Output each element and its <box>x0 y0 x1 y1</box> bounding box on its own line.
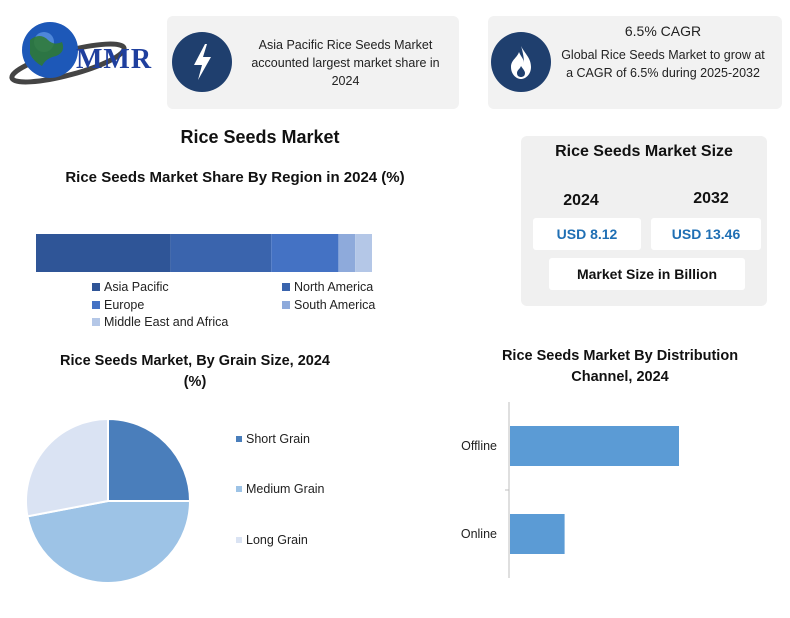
pie-slice-long-grain <box>25 417 109 518</box>
legend-label: Middle East and Africa <box>104 315 229 329</box>
info-card-cagr-text: Global Rice Seeds Market to grow at a CA… <box>561 48 765 80</box>
legend-europe: Europe <box>92 298 144 312</box>
channel-bar-online <box>510 514 565 554</box>
legend-swatch <box>282 282 290 291</box>
tick-label-online: Online <box>461 527 497 541</box>
legend-asia-pacific: Asia Pacific <box>92 280 169 294</box>
region-bar-north-america <box>170 234 272 272</box>
legend-medium-grain: Medium Grain <box>236 482 325 496</box>
region-bar-europe <box>271 234 339 272</box>
main-title: Rice Seeds Market <box>180 127 340 147</box>
market-size-2032: USD 13.46 <box>651 218 761 250</box>
region-stacked-bar-chart <box>36 234 372 272</box>
legend-swatch <box>236 485 242 492</box>
flame-icon-circle <box>491 32 551 92</box>
tick-label-offline: Offline <box>461 439 497 453</box>
year-2024: 2024 <box>563 192 599 209</box>
grain-size-pie-chart <box>25 417 192 584</box>
flame-icon <box>511 46 531 79</box>
legend-swatch <box>236 435 242 442</box>
region-chart-title: Rice Seeds Market Share By Region in 202… <box>65 169 405 186</box>
lightning-icon <box>194 44 211 80</box>
legend-south-america: South America <box>282 298 375 312</box>
year-2032: 2032 <box>693 190 729 207</box>
legend-swatch <box>92 282 100 291</box>
region-bar-south-america <box>338 234 356 272</box>
market-size-panel: Rice Seeds Market Size 2024 2032 USD 8.1… <box>521 136 767 306</box>
grain-chart-title: Rice Seeds Market, By Grain Size, 2024 (… <box>60 353 330 390</box>
channel-bar-offline <box>510 426 679 466</box>
cagr-heading: 6.5% CAGR <box>624 23 702 39</box>
legend-label: South America <box>294 298 376 312</box>
legend-label: Short Grain <box>246 432 310 446</box>
legend-label: Long Grain <box>246 533 308 547</box>
legend-swatch <box>92 300 100 309</box>
legend-swatch <box>236 536 242 543</box>
legend-swatch <box>92 317 100 326</box>
lightning-icon-circle <box>172 32 232 92</box>
info-card-cagr: 6.5% CAGR Global Rice Seeds Market to gr… <box>488 16 782 109</box>
legend-swatch <box>282 300 290 309</box>
globe-icon <box>9 22 127 85</box>
brand-name: MMR <box>76 44 153 75</box>
market-size-unit: Market Size in Billion <box>549 258 745 290</box>
info-card-share-text: Asia Pacific Rice Seeds Market accounted… <box>251 38 440 88</box>
legend-label: Medium Grain <box>246 482 325 496</box>
market-size-2024: USD 8.12 <box>533 218 641 250</box>
channel-chart-title: Rice Seeds Market By Distribution Channe… <box>501 348 739 385</box>
legend-middle-east-and-africa: Middle East and Africa <box>92 315 228 329</box>
mmr-logo: MMR <box>8 18 158 86</box>
legend-north-america: North America <box>282 280 373 294</box>
market-size-title: Rice Seeds Market Size <box>555 143 733 160</box>
info-card-share: Asia Pacific Rice Seeds Market accounted… <box>167 16 459 109</box>
region-bar-middle-east-and-africa <box>355 234 372 272</box>
region-bar-asia-pacific <box>36 234 171 272</box>
distribution-channel-bar-chart: Offline Online <box>461 402 679 578</box>
pie-slice-medium-grain <box>26 500 192 584</box>
legend-long-grain: Long Grain <box>236 533 308 547</box>
legend-label: North America <box>294 280 374 294</box>
legend-label: Asia Pacific <box>104 280 169 294</box>
pie-slice-short-grain <box>107 417 192 502</box>
legend-short-grain: Short Grain <box>236 432 310 446</box>
legend-label: Europe <box>104 298 145 312</box>
